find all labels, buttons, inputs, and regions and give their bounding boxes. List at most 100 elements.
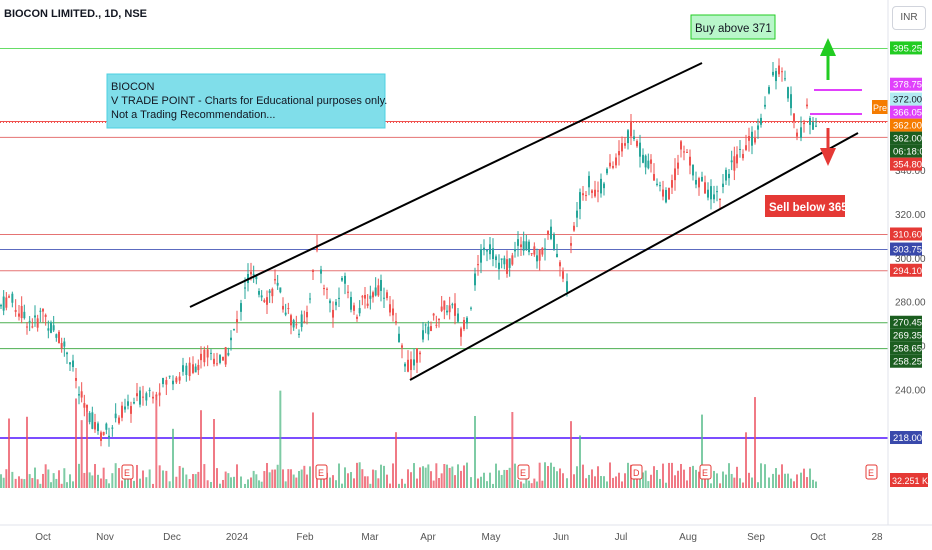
candle-body	[224, 347, 227, 365]
candle-body	[130, 406, 132, 414]
candle-body	[97, 423, 99, 432]
candle-body	[547, 230, 549, 235]
volume-bar	[347, 473, 349, 488]
price-tag	[890, 242, 922, 256]
price-tag-label: 269.35	[893, 331, 922, 342]
volume-bar	[108, 483, 110, 488]
volume-bar	[332, 475, 334, 488]
volume-bar	[78, 463, 80, 488]
volume-bar	[158, 465, 161, 488]
volume-bar	[182, 467, 184, 488]
trendlines: BIOCON V TRADE POINT - Charts for Educati…	[106, 14, 888, 480]
candle-body	[252, 273, 255, 276]
candle-body	[0, 305, 2, 307]
volume-bar	[413, 463, 415, 488]
candle-body	[432, 313, 435, 316]
volume-bar	[736, 466, 738, 488]
candle-body	[812, 121, 814, 130]
volume-bar	[380, 464, 382, 488]
volume-bar	[114, 463, 117, 488]
candle-body	[585, 195, 587, 197]
candle-body	[588, 175, 590, 188]
info-box-line: V TRADE POINT - Charts for Educational p…	[111, 95, 387, 107]
volume-bar	[282, 469, 284, 488]
volume-bar	[292, 474, 295, 488]
candle-body	[701, 176, 703, 182]
candle-body	[323, 288, 325, 290]
candle-body	[639, 142, 641, 157]
candle-body	[754, 137, 756, 143]
volume-bar	[520, 481, 522, 488]
earnings-marker-label: E	[868, 468, 874, 478]
volume-bar	[416, 478, 418, 488]
candle-body	[332, 309, 334, 318]
candle-body	[739, 148, 741, 150]
x-tick-label: Feb	[296, 532, 314, 543]
volume-bar	[793, 481, 795, 488]
candle-body	[320, 269, 322, 274]
candle-body	[152, 396, 154, 399]
volume-bar	[683, 469, 685, 488]
x-tick-label: Aug	[679, 532, 697, 543]
price-tag	[890, 431, 922, 445]
earnings-marker-label: E	[702, 468, 708, 478]
volume-bar	[86, 407, 88, 488]
volume-bar	[188, 479, 191, 488]
candle-body	[573, 225, 575, 231]
candle-body	[383, 297, 385, 299]
candle-body	[419, 352, 421, 355]
volume-bar	[671, 462, 673, 488]
candle-body	[282, 305, 284, 310]
volume-bar	[284, 481, 287, 488]
candle-body	[570, 243, 572, 246]
candle-body	[427, 326, 430, 335]
candle-body	[58, 331, 60, 344]
volume-bar	[392, 463, 394, 488]
volume-bar	[80, 420, 83, 488]
volume-bar	[162, 470, 164, 488]
price-tag-label: 378.75	[893, 80, 922, 91]
volume-tag	[890, 473, 928, 487]
volume-bar	[419, 467, 421, 488]
volume-bar	[258, 480, 260, 488]
candle-body	[182, 365, 184, 372]
volume-bar	[533, 478, 536, 488]
volume-bar	[716, 473, 718, 488]
volume-bar	[710, 483, 712, 488]
candle-body	[216, 363, 218, 365]
price-tag-label: 362.00	[893, 134, 922, 145]
candle-body	[210, 352, 212, 354]
volume-bar	[210, 481, 212, 488]
candle-body	[710, 186, 712, 200]
volume-bar	[636, 476, 638, 488]
candle-body	[508, 258, 511, 268]
price-tag	[890, 144, 922, 158]
candle-body	[553, 234, 555, 249]
volume-bar	[422, 466, 424, 488]
candle-body	[594, 189, 596, 197]
volume-bar	[492, 483, 494, 488]
candle-body	[20, 305, 23, 319]
volume-bar	[5, 469, 8, 488]
volume-bar	[812, 479, 814, 488]
earnings-marker-label: E	[124, 468, 130, 478]
candle-body	[498, 262, 500, 270]
volume-bar	[255, 474, 258, 488]
volume-bar	[483, 472, 485, 488]
candle-body	[185, 365, 188, 375]
volume-bar	[287, 469, 290, 488]
candle-body	[438, 318, 440, 321]
volume-bar	[2, 477, 5, 488]
volume-bar	[498, 470, 500, 488]
currency-button[interactable]: INR	[892, 6, 926, 30]
candle-body	[815, 125, 817, 127]
candle-body	[728, 173, 730, 179]
volume-bar	[372, 469, 374, 488]
volume-bar	[781, 464, 783, 488]
volume-bar	[175, 476, 178, 488]
candle-body	[477, 264, 479, 266]
y-tick-label: 340.00	[895, 166, 926, 177]
volume-bar	[621, 481, 623, 488]
candle-body	[222, 356, 224, 361]
